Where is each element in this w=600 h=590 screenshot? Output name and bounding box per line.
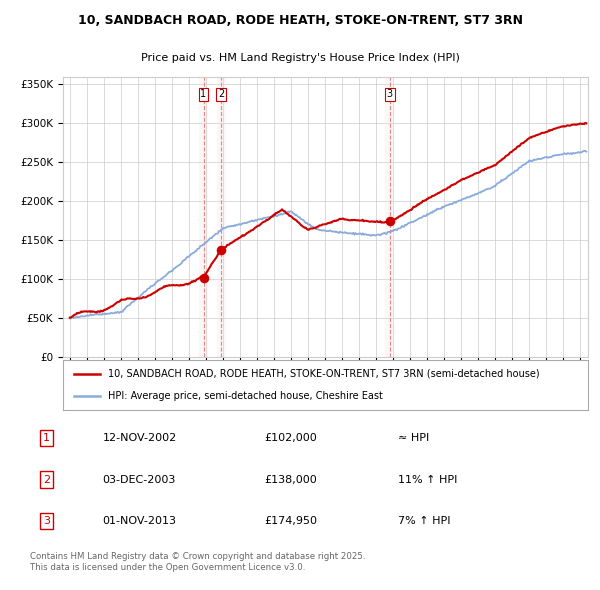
Text: ≈ HPI: ≈ HPI — [398, 433, 430, 443]
Text: 11% ↑ HPI: 11% ↑ HPI — [398, 474, 458, 484]
Bar — [385, 77, 394, 357]
Text: 01-NOV-2013: 01-NOV-2013 — [103, 516, 176, 526]
Point — [199, 273, 208, 282]
Text: £102,000: £102,000 — [265, 433, 317, 443]
Text: 3: 3 — [43, 516, 50, 526]
Point — [217, 245, 226, 254]
Text: 1: 1 — [43, 433, 50, 443]
Text: 7% ↑ HPI: 7% ↑ HPI — [398, 516, 451, 526]
Text: 10, SANDBACH ROAD, RODE HEATH, STOKE-ON-TRENT, ST7 3RN: 10, SANDBACH ROAD, RODE HEATH, STOKE-ON-… — [77, 14, 523, 27]
Text: 12-NOV-2002: 12-NOV-2002 — [103, 433, 177, 443]
Bar — [217, 77, 226, 357]
Text: £174,950: £174,950 — [265, 516, 317, 526]
Text: 1: 1 — [200, 89, 206, 99]
Bar — [199, 77, 208, 357]
Text: 2: 2 — [218, 89, 224, 99]
Text: Contains HM Land Registry data © Crown copyright and database right 2025.
This d: Contains HM Land Registry data © Crown c… — [30, 552, 365, 572]
Text: 3: 3 — [386, 89, 393, 99]
Text: Price paid vs. HM Land Registry's House Price Index (HPI): Price paid vs. HM Land Registry's House … — [140, 53, 460, 63]
Text: £138,000: £138,000 — [265, 474, 317, 484]
Text: 03-DEC-2003: 03-DEC-2003 — [103, 474, 176, 484]
Text: HPI: Average price, semi-detached house, Cheshire East: HPI: Average price, semi-detached house,… — [107, 391, 383, 401]
Text: 2: 2 — [43, 474, 50, 484]
Text: 10, SANDBACH ROAD, RODE HEATH, STOKE-ON-TRENT, ST7 3RN (semi-detached house): 10, SANDBACH ROAD, RODE HEATH, STOKE-ON-… — [107, 369, 539, 379]
Point — [385, 216, 395, 225]
